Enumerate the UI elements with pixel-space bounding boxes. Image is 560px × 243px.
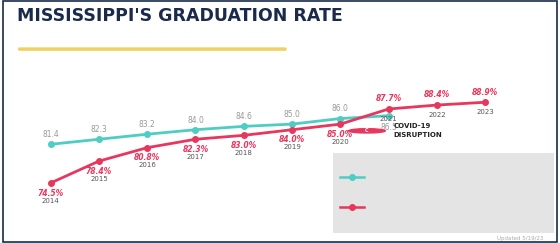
Text: 80.8%: 80.8% xyxy=(134,153,160,162)
Text: 88.4%: 88.4% xyxy=(424,90,450,99)
Text: 2019: 2019 xyxy=(283,144,301,150)
Text: 87.7%: 87.7% xyxy=(376,94,402,103)
Text: 2017: 2017 xyxy=(186,154,204,160)
Text: 2022: 2022 xyxy=(428,112,446,118)
Text: 84.0: 84.0 xyxy=(187,116,204,125)
Text: 83.0%: 83.0% xyxy=(231,141,257,150)
Text: 86.0: 86.0 xyxy=(332,104,349,113)
Text: 85.0: 85.0 xyxy=(283,110,301,119)
Text: 82.3%: 82.3% xyxy=(183,145,209,154)
Text: 74.5%: 74.5% xyxy=(38,189,64,198)
Text: 2018: 2018 xyxy=(235,150,253,156)
Text: 2014: 2014 xyxy=(42,198,59,204)
Text: 2015: 2015 xyxy=(90,176,108,182)
Text: MISSISSIPPI'S GRADUATION RATE: MISSISSIPPI'S GRADUATION RATE xyxy=(17,7,343,25)
Text: 2020: 2020 xyxy=(332,139,349,145)
Text: 78.4%: 78.4% xyxy=(86,167,112,176)
Text: 86.5: 86.5 xyxy=(380,123,397,132)
Text: (accountability year, which reflects
the previous year's graduation rate): (accountability year, which reflects the… xyxy=(368,216,483,226)
Text: 88.9%: 88.9% xyxy=(472,88,498,97)
Text: (most recent data available): (most recent data available) xyxy=(368,190,458,194)
Text: 2023: 2023 xyxy=(477,109,494,115)
Text: 82.3: 82.3 xyxy=(91,125,108,134)
Text: COVID-19: COVID-19 xyxy=(394,123,431,130)
Text: National Average: National Average xyxy=(368,172,444,181)
Text: Mississippi: Mississippi xyxy=(368,201,416,210)
Text: 2016: 2016 xyxy=(138,162,156,168)
Text: 85.0%: 85.0% xyxy=(327,130,353,139)
Text: Updated 5/19/23: Updated 5/19/23 xyxy=(497,235,543,241)
Circle shape xyxy=(348,129,385,133)
Text: C: C xyxy=(365,128,368,133)
Text: 83.2: 83.2 xyxy=(139,120,156,129)
Text: 81.4: 81.4 xyxy=(42,130,59,139)
Text: 84.6: 84.6 xyxy=(235,112,252,121)
Text: 84.0%: 84.0% xyxy=(279,135,305,144)
Text: DISRUPTION: DISRUPTION xyxy=(394,132,442,138)
Text: 2021: 2021 xyxy=(380,116,398,122)
